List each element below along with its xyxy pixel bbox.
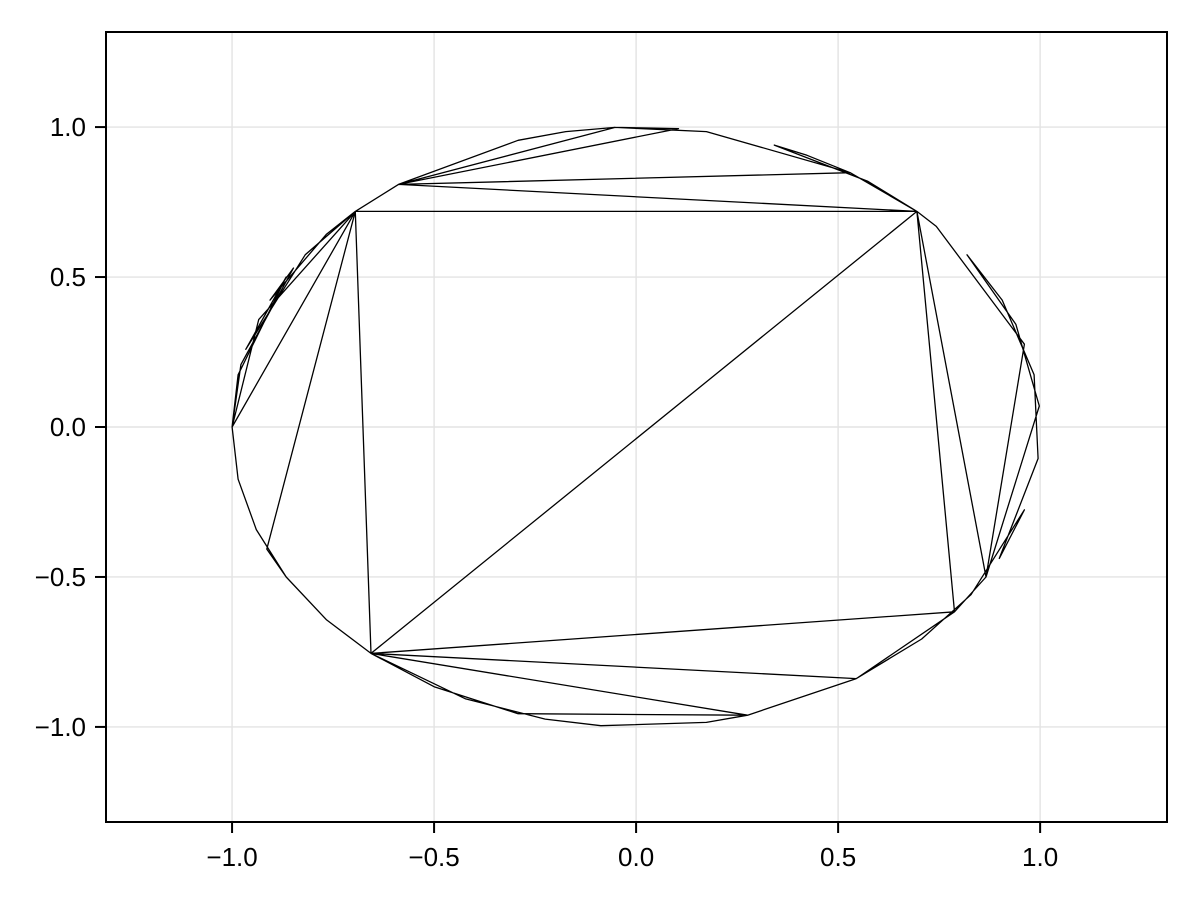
x-tick-label: −1.0 [206, 842, 257, 872]
y-tick-label: 1.0 [50, 112, 86, 142]
y-tick-label: −1.0 [35, 712, 86, 742]
x-tick-label: −0.5 [408, 842, 459, 872]
x-tick-label: 0.0 [618, 842, 654, 872]
series-line [231, 126, 1040, 727]
y-tick-label: −0.5 [35, 562, 86, 592]
y-tick-label: 0.0 [50, 412, 86, 442]
x-tick-label: 0.5 [820, 842, 856, 872]
x-tick-label: 1.0 [1022, 842, 1058, 872]
y-tick-label: 0.5 [50, 262, 86, 292]
